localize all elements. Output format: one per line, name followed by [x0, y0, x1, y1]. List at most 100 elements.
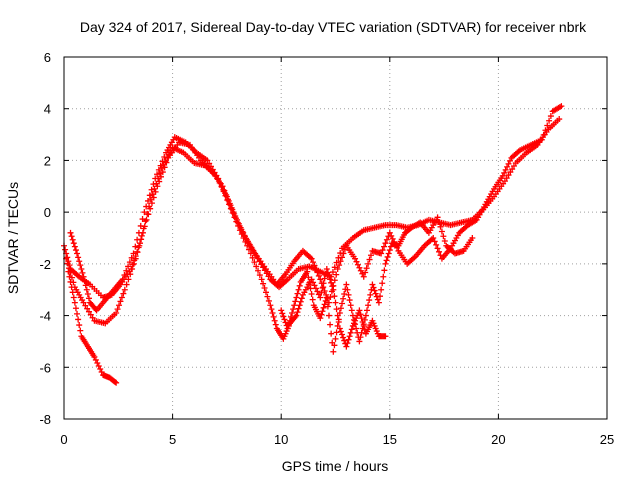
data-point — [76, 258, 83, 265]
data-point — [219, 183, 226, 190]
data-point — [323, 266, 330, 273]
data-point — [362, 312, 369, 319]
data-point — [298, 295, 305, 302]
data-point — [339, 331, 346, 338]
data-point — [306, 279, 313, 286]
data-point — [386, 247, 393, 254]
data-point — [334, 322, 341, 329]
data-point — [236, 227, 243, 234]
data-point — [332, 299, 339, 306]
data-point — [499, 172, 506, 179]
data-point — [154, 171, 161, 178]
data-point — [469, 235, 476, 241]
data-point — [132, 255, 139, 262]
data-point — [272, 321, 279, 328]
data-point — [506, 157, 513, 164]
data-point — [337, 328, 344, 335]
data-point — [143, 216, 150, 223]
data-point — [268, 306, 275, 313]
data-point — [74, 310, 81, 317]
data-point — [502, 166, 509, 173]
data-point — [284, 325, 291, 332]
data-point — [356, 338, 363, 345]
data-point — [143, 203, 150, 210]
data-point — [148, 200, 155, 207]
data-point — [349, 312, 356, 319]
x-tick-label: 5 — [169, 432, 176, 447]
data-point — [441, 238, 448, 245]
data-point — [71, 243, 78, 250]
data-point — [308, 276, 315, 283]
data-point — [347, 329, 354, 336]
data-point — [327, 321, 334, 328]
data-point — [128, 254, 135, 261]
data-point — [334, 266, 341, 273]
data-point — [365, 302, 372, 309]
data-point — [70, 294, 77, 301]
data-point — [340, 295, 347, 302]
data-point — [434, 245, 441, 252]
data-point — [150, 181, 157, 188]
data-point — [113, 309, 120, 316]
data-point — [319, 284, 326, 291]
data-point — [129, 266, 136, 273]
data-point — [232, 213, 239, 220]
data-point — [118, 294, 125, 301]
data-point — [226, 200, 233, 207]
data-point — [346, 333, 353, 340]
data-point — [156, 178, 163, 185]
data-point — [286, 317, 293, 324]
data-point — [260, 280, 267, 287]
data-point — [331, 342, 338, 349]
data-point — [92, 356, 99, 363]
data-point — [317, 294, 324, 301]
data-point — [112, 378, 119, 385]
data-point — [367, 252, 374, 259]
data-point — [379, 280, 386, 287]
data-point — [360, 321, 367, 328]
data-point — [152, 175, 159, 182]
data-point — [386, 229, 393, 236]
data-point — [158, 173, 165, 180]
data-point — [135, 229, 142, 236]
data-point — [344, 286, 351, 293]
data-point — [381, 267, 388, 274]
data-point — [501, 169, 508, 176]
data-point — [320, 304, 327, 311]
data-point — [294, 290, 301, 297]
data-point — [558, 103, 565, 110]
data-point — [430, 235, 437, 241]
data-point — [380, 273, 387, 280]
data-point — [113, 379, 120, 386]
data-point — [328, 330, 335, 337]
data-point — [314, 269, 321, 276]
data-point — [147, 205, 154, 212]
x-axis-label: GPS time / hours — [282, 458, 389, 474]
data-point — [348, 307, 355, 314]
data-point — [161, 164, 168, 171]
series-track-b — [63, 103, 565, 327]
data-point — [362, 269, 369, 276]
data-point — [369, 281, 376, 288]
data-point — [305, 274, 312, 281]
x-tick-label: 10 — [274, 432, 288, 447]
data-point — [384, 253, 391, 260]
data-point — [238, 231, 245, 238]
data-point — [370, 284, 377, 291]
data-point — [258, 276, 265, 283]
data-point — [77, 327, 84, 334]
data-point — [293, 312, 300, 319]
data-point — [321, 275, 328, 282]
data-point — [161, 153, 168, 160]
data-point — [510, 163, 517, 170]
data-point — [67, 278, 74, 285]
data-point — [134, 249, 141, 256]
data-point — [67, 229, 74, 236]
data-point — [354, 261, 361, 268]
data-point — [311, 262, 318, 269]
data-point — [223, 191, 230, 198]
data-point — [353, 258, 360, 265]
data-point — [540, 132, 547, 139]
data-point — [312, 266, 319, 273]
data-point — [295, 305, 302, 312]
